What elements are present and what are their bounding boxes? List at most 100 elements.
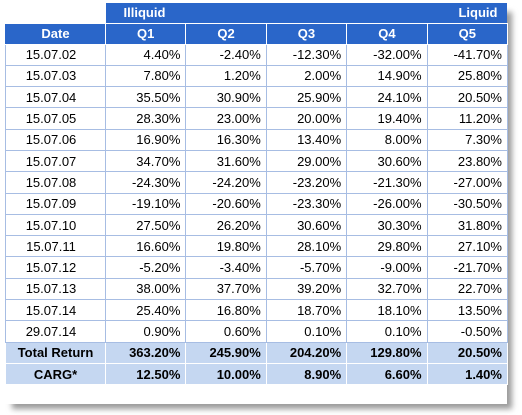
return-cell-q1: 38.00%: [104, 277, 187, 301]
table-row: 15.07.12 -5.20% -3.40% -5.70% -9.00% -21.70%: [5, 256, 508, 279]
summary-value-q1: 363.20%: [104, 341, 187, 364]
summary-rows: Total Return 363.20% 245.90% 204.20% 129.80%…: [5, 341, 508, 386]
return-cell-q4: 29.80%: [346, 235, 428, 258]
table-row: 15.07.07 34.70% 31.60% 29.00% 30.60% 23.80%: [5, 149, 508, 173]
table-row: 15.07.08 -24.30% -24.20% -23.20% -21.30% -27.…: [5, 171, 508, 194]
date-cell: 15.07.03: [5, 64, 106, 88]
date-cell: 15.07.14: [5, 299, 106, 322]
return-cell-q1: 34.70%: [104, 149, 187, 173]
return-cell-q1: -24.30%: [104, 171, 187, 194]
return-cell-q5: 22.70%: [426, 277, 508, 301]
summary-value-q5: 20.50%: [426, 341, 508, 364]
return-cell-q2: 37.70%: [185, 277, 267, 301]
return-cell-q1: 4.40%: [104, 43, 187, 66]
summary-value-q1: 12.50%: [104, 362, 187, 386]
column-header-q1: Q1: [104, 22, 187, 45]
date-cell: 15.07.08: [5, 171, 106, 194]
total-return-row: Total Return 363.20% 245.90% 204.20% 129.80%…: [5, 341, 508, 364]
return-cell-q3: 30.60%: [265, 213, 348, 237]
return-cell-q3: 28.10%: [265, 235, 348, 258]
return-cell-q5: 20.50%: [426, 86, 508, 109]
return-cell-q2: 1.20%: [185, 64, 267, 88]
table-row: 15.07.04 35.50% 30.90% 25.90% 24.10% 20.50%: [5, 86, 508, 109]
summary-value-q4: 6.60%: [346, 362, 428, 386]
summary-label: CARG*: [5, 362, 106, 386]
table-row: 15.07.05 28.30% 23.00% 20.00% 19.40% 11.20%: [5, 107, 508, 130]
return-cell-q4: 0.10%: [346, 320, 428, 343]
return-cell-q2: 26.20%: [185, 213, 267, 237]
liquidity-banner-row: Illiquid Liquid: [5, 3, 508, 23]
return-cell-q3: 13.40%: [265, 128, 348, 151]
return-cell-q3: -12.30%: [265, 43, 348, 66]
return-cell-q4: -26.00%: [346, 192, 428, 215]
return-cell-q4: -21.30%: [346, 171, 428, 194]
return-cell-q3: 20.00%: [265, 107, 348, 130]
table-row: 15.07.09 -19.10% -20.60% -23.30% -26.00% -30.…: [5, 192, 508, 215]
return-cell-q2: 30.90%: [185, 86, 267, 109]
table-row: 15.07.03 7.80% 1.20% 2.00% 14.90% 25.80%: [5, 64, 508, 88]
table-row: 15.07.10 27.50% 26.20% 30.60% 30.30% 31.80%: [5, 213, 508, 237]
date-cell: 29.07.14: [5, 320, 106, 343]
table-row: 15.07.06 16.90% 16.30% 13.40% 8.00% 7.30%: [5, 128, 508, 151]
return-cell-q5: -0.50%: [426, 320, 508, 343]
summary-value-q5: 1.40%: [426, 362, 508, 386]
return-cell-q1: 27.50%: [104, 213, 187, 237]
date-cell: 15.07.06: [5, 128, 106, 151]
date-cell: 15.07.02: [5, 43, 106, 66]
header-row: Date Q1 Q2 Q3 Q4 Q5: [5, 22, 508, 45]
table-row: 15.07.02 4.40% -2.40% -12.30% -32.00% -41.70%: [5, 43, 508, 66]
column-header-date: Date: [5, 22, 106, 45]
return-cell-q1: 35.50%: [104, 86, 187, 109]
date-cell: 15.07.04: [5, 86, 106, 109]
return-cell-q5: -21.70%: [426, 256, 508, 279]
table-row: 15.07.11 16.60% 19.80% 28.10% 29.80% 27.10%: [5, 235, 508, 258]
return-cell-q3: -5.70%: [265, 256, 348, 279]
return-cell-q3: 25.90%: [265, 86, 348, 109]
return-cell-q2: 19.80%: [185, 235, 267, 258]
summary-value-q2: 10.00%: [185, 362, 267, 386]
return-cell-q3: 18.70%: [265, 299, 348, 322]
return-cell-q3: 2.00%: [265, 64, 348, 88]
date-cell: 15.07.10: [5, 213, 106, 237]
return-cell-q2: 0.60%: [185, 320, 267, 343]
date-cell: 15.07.11: [5, 235, 106, 258]
summary-value-q3: 204.20%: [265, 341, 348, 364]
return-cell-q2: 23.00%: [185, 107, 267, 130]
return-cell-q2: 31.60%: [185, 149, 267, 173]
return-cell-q2: 16.80%: [185, 299, 267, 322]
returns-table: Illiquid Liquid Date Q1 Q2 Q3 Q4 Q5 15.0…: [5, 3, 508, 386]
return-cell-q5: 13.50%: [426, 299, 508, 322]
date-cell: 15.07.09: [5, 192, 106, 215]
return-cell-q3: 0.10%: [265, 320, 348, 343]
table-row: 15.07.14 25.40% 16.80% 18.70% 18.10% 13.50%: [5, 299, 508, 322]
return-cell-q4: 8.00%: [346, 128, 428, 151]
return-cell-q4: 24.10%: [346, 86, 428, 109]
return-cell-q3: -23.20%: [265, 171, 348, 194]
summary-value-q2: 245.90%: [185, 341, 267, 364]
returns-table-container: Illiquid Liquid Date Q1 Q2 Q3 Q4 Q5 15.0…: [5, 3, 508, 404]
return-cell-q2: -3.40%: [185, 256, 267, 279]
return-cell-q3: 39.20%: [265, 277, 348, 301]
return-cell-q5: -30.50%: [426, 192, 508, 215]
date-cell: 15.07.07: [5, 149, 106, 173]
return-cell-q5: 11.20%: [426, 107, 508, 130]
date-cell: 15.07.12: [5, 256, 106, 279]
return-cell-q5: 25.80%: [426, 64, 508, 88]
liquid-label: Liquid: [427, 3, 508, 23]
return-cell-q5: 7.30%: [426, 128, 508, 151]
column-header-q5: Q5: [426, 22, 508, 45]
return-cell-q4: 19.40%: [346, 107, 428, 130]
return-cell-q3: -23.30%: [265, 192, 348, 215]
table-row: 15.07.13 38.00% 37.70% 39.20% 32.70% 22.70%: [5, 277, 508, 301]
return-cell-q2: 16.30%: [185, 128, 267, 151]
return-cell-q4: 14.90%: [346, 64, 428, 88]
data-rows: 15.07.02 4.40% -2.40% -12.30% -32.00% -41.70%…: [5, 43, 508, 343]
date-cell: 15.07.05: [5, 107, 106, 130]
summary-value-q3: 8.90%: [265, 362, 348, 386]
return-cell-q3: 29.00%: [265, 149, 348, 173]
date-cell: 15.07.13: [5, 277, 106, 301]
column-header-q2: Q2: [185, 22, 267, 45]
return-cell-q2: -20.60%: [185, 192, 267, 215]
return-cell-q5: -27.00%: [426, 171, 508, 194]
return-cell-q4: 30.60%: [346, 149, 428, 173]
